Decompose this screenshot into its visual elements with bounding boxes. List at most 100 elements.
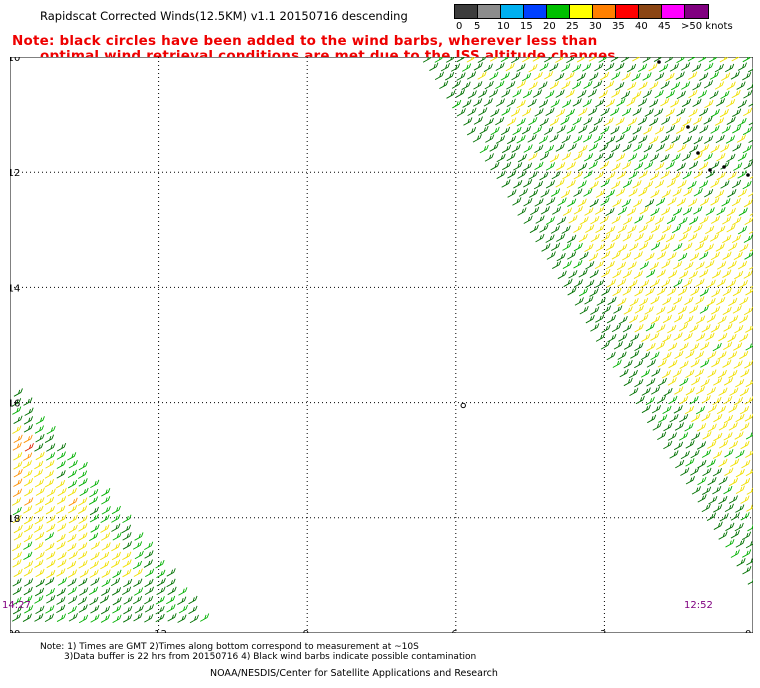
wind-barb [699, 251, 709, 260]
wind-barb [46, 551, 56, 560]
wind-barb [634, 378, 644, 388]
wind-barb [583, 188, 593, 197]
wind-barb [23, 515, 34, 525]
wind-barb [674, 350, 684, 360]
wind-barb [156, 578, 166, 587]
wind-barb [722, 359, 732, 368]
wind-barb [689, 252, 700, 262]
wind-barb [695, 386, 705, 395]
wind-barb [573, 134, 583, 144]
wind-barb [582, 134, 593, 143]
wind-barb [700, 378, 710, 388]
wind-barb [696, 333, 706, 342]
wind-barb [667, 305, 677, 314]
swath-left [11, 388, 210, 624]
wind-barb [710, 215, 721, 224]
wind-barb [702, 467, 712, 477]
wind-barb [732, 216, 742, 226]
wind-barb [446, 90, 456, 99]
wind-barb [722, 251, 732, 260]
wind-barb [439, 80, 449, 90]
wind-barb [702, 486, 712, 495]
wind-barb [56, 533, 66, 543]
wind-barb [730, 71, 740, 80]
wind-barb [484, 80, 494, 90]
wind-barb [656, 251, 667, 260]
wind-barb [710, 324, 720, 333]
wind-barb [572, 80, 582, 90]
wind-barb [577, 162, 588, 172]
marker-circle [460, 402, 466, 409]
wind-barb [731, 179, 742, 189]
wind-barb [467, 90, 477, 99]
wind-barb [723, 395, 733, 405]
wind-barb [552, 206, 562, 215]
wind-barb [539, 171, 549, 181]
wind-barb [540, 206, 550, 215]
wind-barb [134, 587, 144, 596]
wind-barb [733, 360, 743, 369]
wind-barb [473, 81, 483, 90]
wind-barb [650, 315, 661, 325]
wind-barb [629, 242, 639, 252]
wind-barb [122, 559, 132, 568]
wind-barb [651, 405, 662, 414]
wind-barb [723, 323, 733, 332]
wind-barb [703, 153, 713, 162]
wind-barb [706, 297, 716, 307]
wind-barb [556, 125, 566, 134]
wind-barb [565, 89, 575, 98]
colorbar-swatch [478, 5, 501, 18]
wind-barb [623, 341, 634, 350]
wind-barb [576, 57, 586, 63]
wind-barb [35, 433, 45, 443]
wind-barb [89, 596, 99, 606]
wind-barb [601, 287, 611, 296]
wind-barb [589, 198, 599, 208]
wind-barb [46, 443, 56, 452]
wind-barb [589, 72, 599, 81]
wind-barb [710, 125, 720, 134]
wind-barb [673, 441, 684, 451]
wind-barb [701, 395, 711, 404]
wind-barb [585, 224, 595, 233]
wind-barb [676, 57, 685, 64]
wind-barb [579, 305, 589, 315]
wind-barb [705, 260, 715, 269]
colorbar-label: 35 [612, 21, 625, 32]
wind-barb [68, 524, 78, 534]
wind-barb [689, 216, 699, 225]
wind-barb [440, 62, 450, 72]
wind-barb [737, 117, 747, 127]
wind-barb [701, 413, 711, 422]
wind-barb [588, 125, 599, 134]
wind-barb [535, 215, 545, 224]
chart-title: Rapidscat Corrected Winds(12.5KM) v1.1 2… [40, 9, 408, 23]
wind-barb [673, 296, 683, 305]
wind-barb [67, 452, 77, 461]
wind-barb [604, 117, 614, 126]
wind-barb [744, 216, 753, 225]
wind-barb [697, 476, 707, 486]
wind-barb [511, 57, 520, 64]
wind-barb [111, 514, 121, 523]
wind-barb [616, 153, 626, 162]
wind-barb [522, 108, 532, 117]
wind-barb [705, 225, 715, 235]
wind-barb [696, 423, 707, 432]
wind-barb [653, 57, 662, 62]
wind-barb [745, 541, 753, 549]
wind-barb [133, 568, 143, 577]
wind-barb [568, 270, 578, 279]
wind-barb [34, 587, 45, 597]
wind-barb [144, 586, 154, 596]
wind-barb [557, 197, 567, 206]
wind-barb [736, 134, 747, 143]
wind-barb [550, 225, 560, 234]
wind-barb [666, 215, 677, 225]
wind-barb [605, 260, 615, 270]
wind-barb [715, 243, 725, 252]
wind-barb [56, 604, 66, 614]
wind-barb [132, 560, 143, 570]
wind-barb [611, 71, 621, 81]
